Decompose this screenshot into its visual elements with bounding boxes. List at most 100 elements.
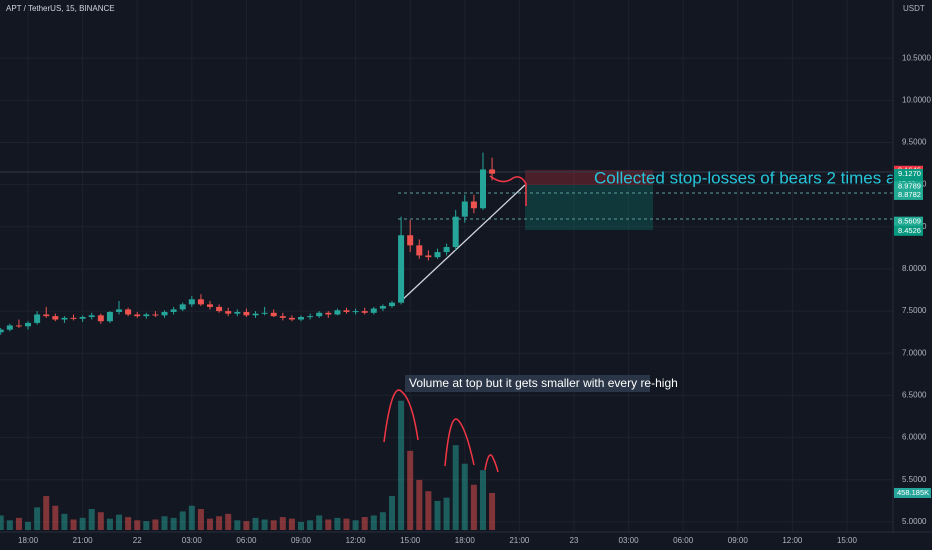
candle-body [252, 313, 259, 316]
volume-bar [479, 470, 486, 530]
x-tick-label: 22 [133, 536, 142, 545]
axis-labels: 5.0000 5.5000 6.0000 6.5000 7.0000 7.5000 8.00… [18, 53, 931, 545]
y-tick-label: 7.5000 [902, 306, 927, 315]
candle-body [25, 322, 32, 327]
red-curve [489, 175, 527, 206]
price-axis [893, 0, 932, 550]
candle-body [106, 311, 113, 322]
target-zone [525, 185, 653, 230]
volume-bar [125, 517, 132, 530]
volume-bar [188, 505, 195, 530]
candle-body [343, 310, 350, 312]
volume-bar [343, 518, 350, 530]
x-tick-label: 09:00 [728, 536, 749, 545]
volume-bar [79, 517, 86, 530]
price-marker-label: 8.9789 [898, 181, 921, 190]
volume-bar [307, 520, 314, 530]
candle-body [134, 314, 141, 317]
candles [0, 152, 496, 335]
volume-bar [216, 516, 223, 530]
volume-bar [61, 513, 68, 530]
price-marker [894, 216, 923, 227]
volume-arc [444, 418, 475, 467]
volume-bar [279, 517, 286, 530]
volume-bar [470, 484, 477, 530]
volume-bar [379, 512, 386, 530]
volume-bar [443, 497, 450, 530]
candle-body [443, 247, 450, 253]
candle-body [34, 314, 41, 323]
stop-zone [525, 170, 653, 185]
candle-body [398, 235, 405, 303]
y-tick-label: 8.0000 [902, 264, 927, 273]
x-tick-label: 15:00 [400, 536, 421, 545]
x-tick-label: 06:00 [673, 536, 694, 545]
volume-bar [252, 517, 259, 530]
candle-body [370, 308, 377, 313]
candle-body [161, 311, 168, 316]
volume-bar [52, 505, 59, 530]
volume-bar [170, 517, 177, 530]
grid [0, 0, 893, 532]
volume-bar [288, 518, 295, 530]
y-tick-label: 6.0000 [902, 433, 927, 442]
candle-body [407, 235, 414, 246]
volume-bar [325, 519, 332, 530]
volume-bar [434, 500, 441, 530]
volume-arc [383, 389, 419, 443]
volume-bar [88, 508, 95, 530]
volume-bar [34, 507, 41, 530]
volume-bar [143, 521, 150, 530]
candle-body [334, 310, 341, 315]
annotation-text: Collected stop-losses of bears 2 times a… [594, 168, 932, 187]
candle-body [479, 169, 486, 209]
volume-marker [894, 487, 931, 498]
candle-body [225, 311, 232, 314]
candle-body [6, 325, 13, 330]
volume-bar [452, 445, 459, 530]
volume-arc [484, 454, 499, 473]
volume-bar [352, 520, 359, 530]
candle-body [116, 309, 123, 312]
volume-bar [407, 450, 414, 530]
x-tick-label: 21:00 [509, 536, 530, 545]
y-tick-label: 10.0000 [902, 95, 931, 104]
candle-body [43, 314, 50, 317]
volume-bar [25, 521, 32, 530]
candle-body [452, 216, 459, 248]
volume-bar [0, 515, 4, 530]
candle-body [288, 317, 295, 320]
drawings [0, 170, 893, 473]
y-tick-label: 5.5000 [902, 475, 927, 484]
volume-bar [425, 491, 432, 530]
volume-bar [334, 517, 341, 530]
candle-body [216, 306, 223, 312]
x-tick-label: 03:00 [619, 536, 640, 545]
price-marker-label: 8.4526 [898, 226, 921, 235]
candle-body [52, 316, 59, 320]
candle-body [97, 315, 104, 322]
volume-bar [15, 517, 22, 530]
y-tick-label: 9.5000 [902, 138, 927, 147]
candle-body [416, 245, 423, 256]
candle-body [70, 317, 77, 319]
y-tick-label: 7.0000 [902, 348, 927, 357]
candle-body [325, 312, 332, 315]
volume-bar [70, 519, 77, 530]
x-tick-label: 12:00 [346, 536, 367, 545]
volume-bar [106, 518, 113, 530]
volume-bar [152, 519, 159, 530]
x-tick-label: 18:00 [18, 536, 39, 545]
candle-body [61, 317, 68, 320]
volume-bar [361, 517, 368, 530]
candle-body [179, 304, 186, 310]
volume-bar [461, 463, 468, 530]
volume-bar [261, 519, 268, 530]
volume-bar [6, 520, 13, 530]
x-tick-label: 21:00 [73, 536, 94, 545]
x-tick-label: 15:00 [837, 536, 858, 545]
x-tick-label: 09:00 [291, 536, 312, 545]
candle-body [361, 311, 368, 313]
